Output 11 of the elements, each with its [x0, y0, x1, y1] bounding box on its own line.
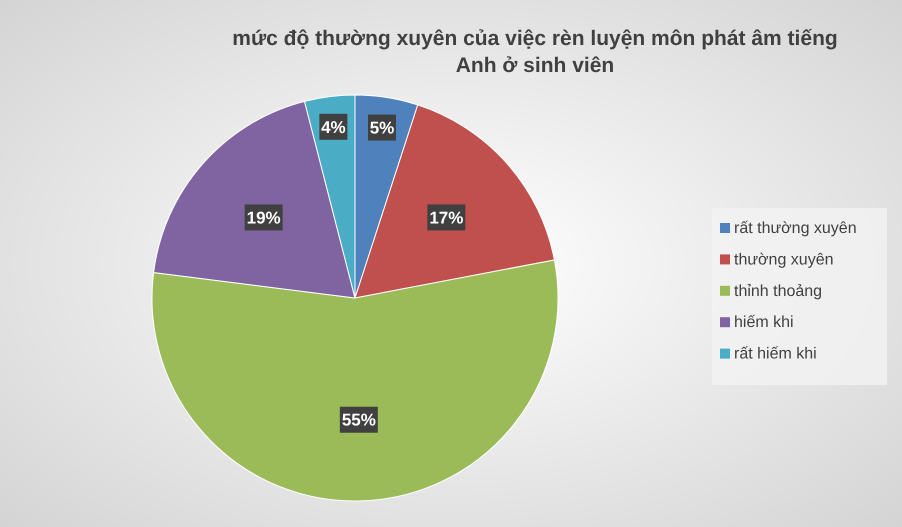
- legend-label: thường xuyên: [734, 251, 834, 268]
- data-label: 19%: [246, 208, 281, 228]
- chart-title: mức độ thường xuyên của việc rèn luyện môn phát âm tiếng Anh ở sinh viên: [232, 27, 838, 77]
- data-label: 55%: [342, 410, 376, 430]
- data-label: 17%: [429, 208, 464, 228]
- legend-label: rất hiếm khi: [734, 346, 817, 363]
- data-label: 5%: [370, 118, 394, 138]
- legend-label: rất thường xuyên: [734, 220, 857, 237]
- data-label: 4%: [321, 118, 346, 137]
- legend-label: hiếm khi: [734, 314, 794, 332]
- slice-label: thỉnh thoảng: [734, 282, 822, 300]
